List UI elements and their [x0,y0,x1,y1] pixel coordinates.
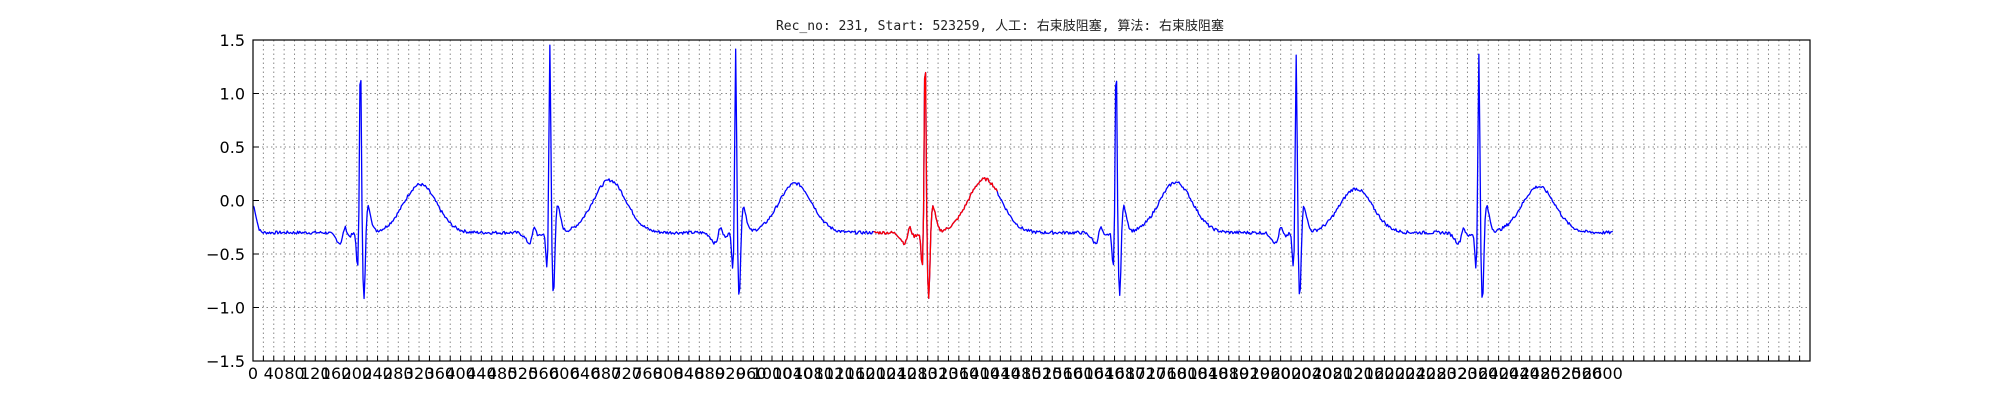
x-tick-label: 1880 [1208,364,1249,383]
x-tick-label: 1840 [1188,364,1229,383]
x-tick-label: 2360 [1457,364,1498,383]
x-tick-label: 1960 [1250,364,1291,383]
x-tick-label: 1200 [855,364,896,383]
x-tick-label: 200 [342,364,373,383]
x-tick-label: 520 [508,364,539,383]
y-tick-label: −1.0 [206,299,245,318]
grid [252,39,1811,362]
x-tick-label: 1320 [918,364,959,383]
x-tick-label: 2520 [1541,364,1582,383]
x-tick-label: 880 [694,364,725,383]
x-tick-label: 1040 [772,364,813,383]
x-tick-label: 2320 [1437,364,1478,383]
x-tick-label: 1600 [1063,364,1104,383]
x-tick-label: 80 [284,364,304,383]
x-tick-label: 1160 [835,364,876,383]
y-axis-ticks: 1.5 1.0 0.5 0.0 −0.5 −1.0 −1.5 [206,31,259,371]
x-tick-label: 1760 [1146,364,1187,383]
x-tick-label: 1080 [793,364,834,383]
y-tick-label: −1.5 [206,352,245,371]
x-tick-label: 1480 [1001,364,1042,383]
ecg-highlight-segment [873,71,998,299]
x-tick-label: 640 [570,364,601,383]
x-tick-label: 240 [362,364,393,383]
x-tick-label: 0 [248,364,258,383]
y-tick-label: 0.5 [220,138,245,157]
x-tick-label: 1800 [1167,364,1208,383]
x-tick-label: 1720 [1125,364,1166,383]
x-tick-label: 2600 [1582,364,1623,383]
x-tick-label: 840 [674,364,705,383]
x-tick-label: 320 [404,364,435,383]
x-tick-label: 440 [466,364,497,383]
y-tick-label: 1.0 [220,85,245,104]
x-tick-label: 2120 [1333,364,1374,383]
x-tick-label: 1520 [1022,364,1063,383]
x-tick-label: 1640 [1084,364,1125,383]
chart-title: Rec_no: 231, Start: 523259, 人工: 右束肢阻塞, 算… [776,18,1224,34]
x-tick-label: 2440 [1499,364,1540,383]
y-tick-label: 1.5 [220,31,245,50]
x-tick-label: 2400 [1478,364,1519,383]
x-tick-label: 600 [549,364,580,383]
x-tick-label: 920 [715,364,746,383]
x-tick-label: 1440 [980,364,1021,383]
plot-frame [252,39,1811,362]
x-tick-label: 1360 [938,364,979,383]
x-tick-label: 1000 [752,364,793,383]
x-tick-label: 760 [632,364,663,383]
x-tick-label: 1680 [1105,364,1146,383]
x-tick-label: 2040 [1291,364,1332,383]
x-tick-label: 1560 [1042,364,1083,383]
x-tick-label: 560 [528,364,559,383]
x-tick-label: 1400 [959,364,1000,383]
x-tick-label: 280 [383,364,414,383]
x-tick-label: 1280 [897,364,938,383]
x-tick-label: 360 [425,364,456,383]
x-tick-label: 2480 [1520,364,1561,383]
x-axis-ticks: 0 40 8012016020024028032036040044048052056… [248,356,1811,383]
x-tick-label: 680 [591,364,622,383]
x-tick-label: 2000 [1271,364,1312,383]
x-tick-label: 2280 [1416,364,1457,383]
x-tick-label: 160 [321,364,352,383]
ecg-series-line [252,44,1613,300]
x-tick-label: 2560 [1561,364,1602,383]
series-layer [252,44,1613,300]
x-tick-label: 2080 [1312,364,1353,383]
x-tick-label: 400 [445,364,476,383]
x-tick-label: 800 [653,364,684,383]
y-tick-label: 0.0 [220,192,245,211]
x-tick-label: 120 [300,364,331,383]
x-tick-label: 2160 [1354,364,1395,383]
x-tick-label: 960 [736,364,767,383]
x-tick-label: 480 [487,364,518,383]
x-tick-label: 2240 [1395,364,1436,383]
x-tick-label: 40 [264,364,284,383]
y-tick-label: −0.5 [206,245,245,264]
x-tick-label: 720 [611,364,642,383]
x-tick-label: 2200 [1374,364,1415,383]
x-tick-label: 1240 [876,364,917,383]
x-tick-label: 1120 [814,364,855,383]
x-tick-label: 1920 [1229,364,1270,383]
